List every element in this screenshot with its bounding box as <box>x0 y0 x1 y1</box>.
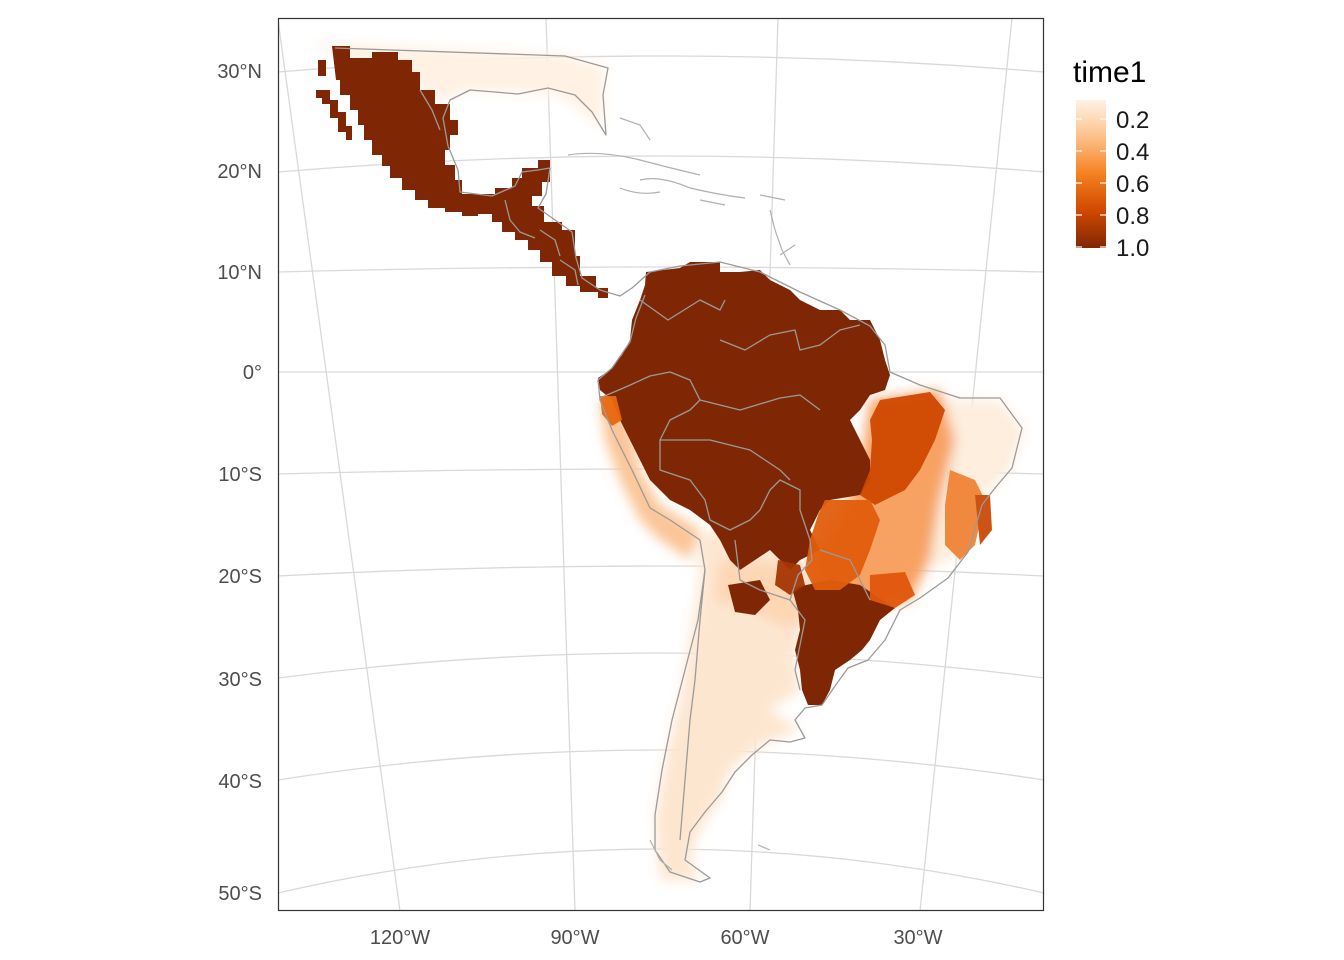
suitability-mid <box>600 392 992 608</box>
lon-label: 30°W <box>893 927 942 949</box>
lat-label: 30°N <box>217 61 262 83</box>
lat-label: 40°S <box>218 771 262 793</box>
panel-border <box>277 17 1045 912</box>
latitude-labels: 30°N 20°N 10°N 0° 10°S 20°S 30°S 40°S 50… <box>217 61 262 905</box>
legend-label: 0.6 <box>1116 171 1149 198</box>
lat-label: 20°N <box>217 161 262 183</box>
suitability-dark <box>316 46 895 705</box>
legend-ticks <box>1076 118 1106 248</box>
legend-title: time1 <box>1073 56 1146 89</box>
lon-label: 60°W <box>720 927 769 949</box>
caribbean-islands <box>567 117 796 871</box>
legend-colorbar <box>1076 100 1106 248</box>
legend-label: 1.0 <box>1116 235 1149 262</box>
lat-label: 10°S <box>218 464 262 486</box>
legend-label: 0.8 <box>1116 203 1149 230</box>
map-panel <box>278 18 1044 911</box>
lat-label: 50°S <box>218 883 262 905</box>
lat-label: 0° <box>243 362 262 384</box>
lat-label: 10°N <box>217 262 262 284</box>
legend-label: 0.4 <box>1116 139 1149 166</box>
lat-label: 20°S <box>218 566 262 588</box>
longitude-labels: 120°W 90°W 60°W 30°W <box>370 927 943 949</box>
lon-label: 120°W <box>370 927 430 949</box>
country-boundaries <box>334 47 1023 883</box>
lon-label: 90°W <box>550 927 599 949</box>
legend-label: 0.2 <box>1116 107 1149 134</box>
lat-label: 30°S <box>218 669 262 691</box>
legend: time1 0.2 0.4 0.6 0.8 1.0 <box>1073 56 1149 262</box>
